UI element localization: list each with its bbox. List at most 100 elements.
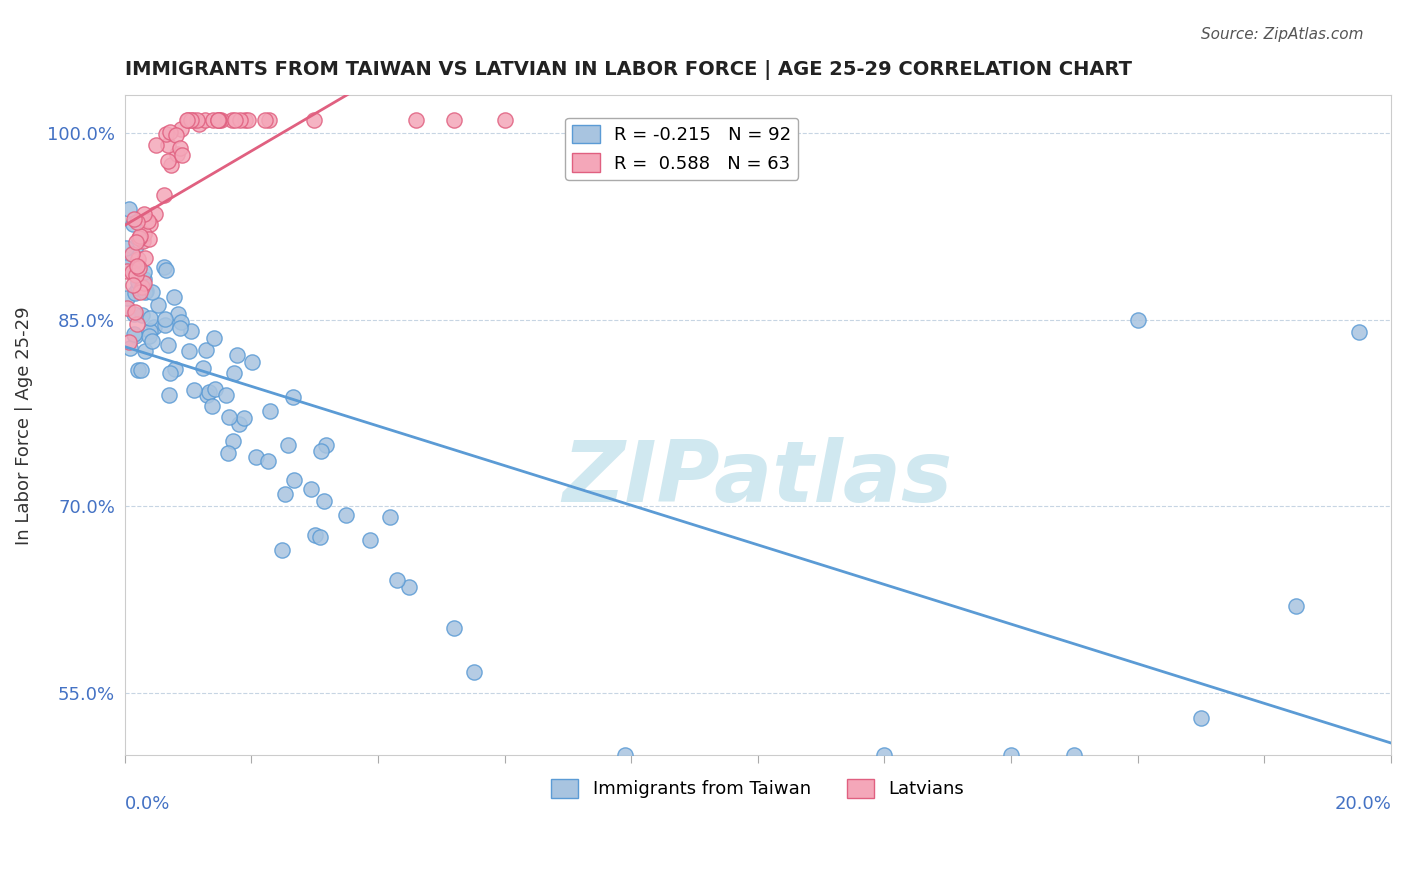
Point [115,263,138,277]
Point [170,122,193,136]
Point [1189,711,1212,725]
Point [121,264,143,278]
Point [276,438,298,452]
Point [124,285,146,300]
Legend: Immigrants from Taiwan, Latvians: Immigrants from Taiwan, Latvians [544,772,972,805]
Point [225,348,247,362]
Point [221,434,243,448]
Point [128,285,150,299]
Point [132,207,155,221]
Point [153,311,176,326]
Point [217,446,239,460]
Point [177,113,200,128]
Point [271,543,294,558]
Point [138,232,160,246]
Point [405,113,427,128]
Point [494,113,516,128]
Point [134,285,156,300]
Point [308,530,330,544]
Point [127,363,149,377]
Point [873,748,896,763]
Point [114,252,136,267]
Point [115,260,138,274]
Point [141,285,163,299]
Point [132,227,155,241]
Point [181,113,204,128]
Point [312,493,335,508]
Text: Source: ZipAtlas.com: Source: ZipAtlas.com [1201,27,1364,42]
Point [208,113,231,128]
Point [124,328,146,343]
Point [233,113,256,128]
Point [224,366,246,380]
Point [201,113,224,128]
Point [157,338,180,352]
Point [233,411,256,425]
Point [128,231,150,245]
Point [180,325,202,339]
Point [236,113,259,128]
Point [125,268,148,283]
Point [121,246,143,260]
Point [142,320,165,334]
Point [179,343,201,358]
Point [380,509,402,524]
Point [202,331,225,345]
Point [201,400,224,414]
Point [125,317,148,331]
Point [115,241,138,255]
Point [138,328,160,343]
Point [125,215,148,229]
Point [115,301,138,315]
Point [136,214,159,228]
Point [127,275,149,289]
Point [122,327,145,342]
Point [281,390,304,404]
Point [131,308,153,322]
Point [124,211,146,226]
Text: ZIPatlas: ZIPatlas [562,437,953,520]
Point [1000,748,1022,763]
Point [299,483,322,497]
Point [180,113,202,128]
Point [245,450,267,464]
Point [256,454,278,468]
Point [188,117,211,131]
Point [221,113,243,128]
Point [134,251,156,265]
Point [132,265,155,279]
Point [183,383,205,397]
Point [443,621,465,635]
Point [125,235,148,250]
Point [139,310,162,325]
Point [167,307,190,321]
Point [302,113,325,128]
Point [143,207,166,221]
Point [152,187,174,202]
Point [159,125,181,139]
Point [207,113,229,128]
Point [145,138,167,153]
Point [124,305,146,319]
Point [124,239,146,253]
Point [614,748,637,763]
Point [135,285,157,299]
Point [128,228,150,243]
Point [215,388,238,402]
Point [160,159,183,173]
Point [176,113,198,128]
Point [163,362,186,376]
Point [387,573,409,587]
Point [163,290,186,304]
Point [166,147,188,161]
Point [134,343,156,358]
Point [304,528,326,542]
Point [155,127,177,141]
Point [132,277,155,292]
Point [1126,312,1149,326]
Point [242,355,264,369]
Point [398,580,420,594]
Point [274,486,297,500]
Point [218,409,240,424]
Point [132,235,155,249]
